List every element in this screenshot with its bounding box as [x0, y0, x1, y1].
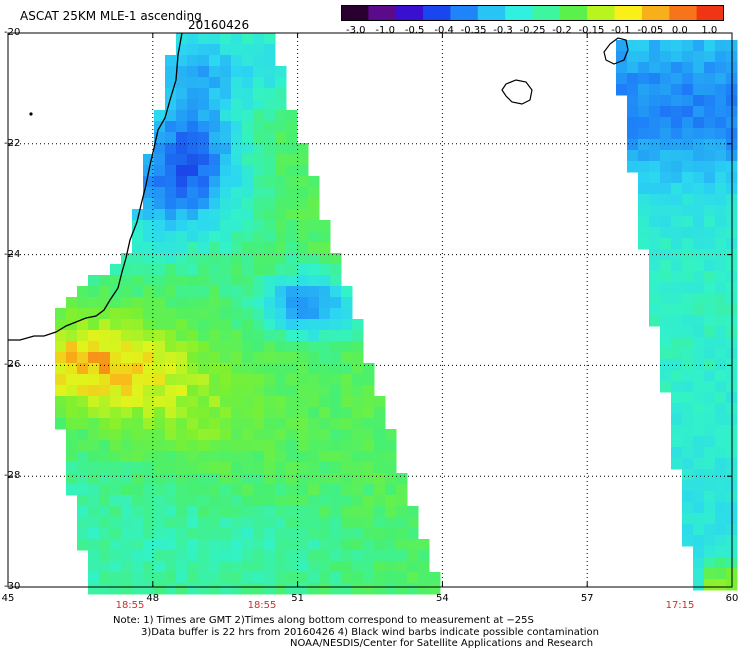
swath-cells [55, 33, 738, 595]
colorbar [341, 5, 724, 21]
colorbar-swatch [532, 5, 561, 21]
colorbar-tick-label: -0.15 [578, 25, 605, 36]
colorbar-tick-label: -0.35 [460, 25, 487, 36]
small-island-dot [29, 112, 33, 116]
colorbar-swatch [368, 5, 397, 21]
time-label: 18:55 [115, 600, 145, 611]
colorbar-tick-label: -0.2 [552, 25, 572, 36]
longitude-label: 48 [146, 593, 160, 604]
chart-title: ASCAT 25KM MLE-1 ascending [20, 9, 202, 23]
time-label: 18:55 [247, 600, 277, 611]
longitude-label: 57 [580, 593, 594, 604]
latitude-label: -22 [4, 137, 21, 149]
chart-date: 20160426 [188, 18, 250, 32]
time-label: 17:15 [665, 600, 695, 611]
mauritius-island [603, 37, 629, 65]
colorbar-tick-label: 0.0 [671, 25, 688, 36]
colorbar-swatch [669, 5, 698, 21]
note-line-1: Note: 1) Times are GMT 2)Times along bot… [113, 615, 534, 626]
colorbar-tick-label: -1.0 [375, 25, 395, 36]
latitude-label: -26 [4, 359, 21, 371]
colorbar-swatch [505, 5, 534, 21]
longitude-label: 45 [1, 593, 15, 604]
colorbar-tick-label: -0.25 [519, 25, 546, 36]
longitude-label: 51 [291, 593, 304, 604]
colorbar-swatch [559, 5, 588, 21]
colorbar-tick-label: -3.0 [345, 25, 366, 36]
latitude-label: -24 [4, 248, 21, 260]
colorbar-swatch [341, 5, 369, 21]
note-line-2: 3)Data buffer is 22 hrs from 20160426 4)… [141, 627, 599, 638]
longitude-label: 54 [436, 593, 449, 604]
colorbar-swatch [587, 5, 616, 21]
note-line-3: NOAA/NESDIS/Center for Satellite Applica… [290, 638, 594, 649]
colorbar-tick-label: -0.4 [434, 25, 454, 36]
colorbar-swatch [614, 5, 643, 21]
grid-lines [8, 33, 732, 587]
longitude-label: 60 [725, 593, 739, 604]
colorbar-swatch [450, 5, 479, 21]
colorbar-tick-label: -0.05 [637, 25, 664, 36]
colorbar-swatch [477, 5, 506, 21]
latitude-label: -30 [4, 581, 21, 592]
map-frame [7, 32, 733, 588]
colorbar-swatch [641, 5, 670, 21]
madagascar-coastline [8, 32, 183, 341]
colorbar-tick-label: 1.0 [701, 25, 718, 36]
latitude-label: -20 [4, 27, 21, 38]
colorbar-tick-label: -0.5 [404, 25, 425, 36]
colorbar-tick-label: -0.3 [493, 25, 513, 36]
latitude-label: -28 [4, 470, 21, 482]
colorbar-swatch [423, 5, 452, 21]
swath-map [7, 32, 738, 595]
frame-ticks [7, 32, 733, 588]
colorbar-tick-label: -0.1 [611, 25, 631, 36]
colorbar-swatch [395, 5, 424, 21]
colorbar-swatch [696, 5, 724, 21]
reunion-island [501, 79, 533, 105]
